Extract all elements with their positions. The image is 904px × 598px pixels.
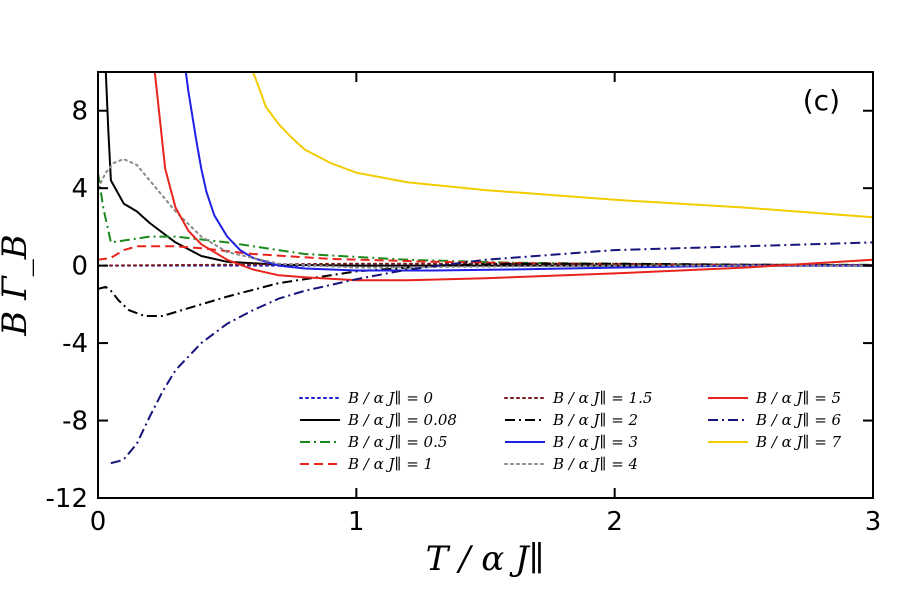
y-tick-label: -4 <box>62 329 88 359</box>
legend-entry: B / α J∥ = 1.5 <box>504 389 652 407</box>
legend-label: B / α J∥ = 5 <box>755 389 841 407</box>
series-line-8 <box>153 72 873 282</box>
series-line-5 <box>98 262 873 317</box>
legend-label: B / α J∥ = 1.5 <box>552 389 652 407</box>
x-axis-label: T / α J∥ <box>426 539 545 579</box>
series-line-6 <box>184 72 873 272</box>
x-tick-label: 0 <box>90 507 107 537</box>
legend-label: B / α J∥ = 0.08 <box>347 411 457 429</box>
legend: B / α J∥ = 0 B / α J∥ = 0.08 B / α J∥ = 0.… <box>299 389 842 473</box>
legend-entry: B / α J∥ = 1 <box>300 455 433 473</box>
series-line-10 <box>252 72 873 219</box>
legend-entry: B / α J∥ = 5 <box>708 389 841 407</box>
legend-label: B / α J∥ = 2 <box>552 411 638 429</box>
legend-entry: B / α J∥ = 0.08 <box>300 411 457 429</box>
legend-label: B / α J∥ = 7 <box>755 433 842 451</box>
legend-label: B / α J∥ = 6 <box>755 411 842 429</box>
plot-frame <box>97 71 874 499</box>
y-axis-label: B Γ_B <box>0 234 35 336</box>
ticks-layer: 0 1 2 3 -12 -8 -4 0 4 8 <box>46 72 882 537</box>
x-tick-label: 2 <box>606 507 623 537</box>
x-tick-label: 3 <box>865 507 882 537</box>
y-tick-label: -8 <box>62 407 88 437</box>
legend-entry: B / α J∥ = 4 <box>504 455 638 473</box>
y-tick-label: 8 <box>71 97 88 127</box>
legend-label: B / α J∥ = 0.5 <box>347 433 447 451</box>
y-tick-label: -12 <box>46 484 88 514</box>
legend-entry: B / α J∥ = 0.5 <box>300 433 447 451</box>
legend-label: B / α J∥ = 1 <box>347 455 433 473</box>
series-line-1 <box>104 72 873 267</box>
legend-label: B / α J∥ = 0 <box>347 389 434 407</box>
panel-label: (c) <box>803 84 840 117</box>
legend-entry: B / α J∥ = 2 <box>505 411 638 429</box>
series-line-7 <box>98 158 873 269</box>
legend-entry: B / α J∥ = 3 <box>505 433 638 451</box>
legend-entry: B / α J∥ = 7 <box>708 433 842 451</box>
series-line-9 <box>110 241 873 465</box>
x-tick-label: 1 <box>348 507 365 537</box>
series-layer <box>98 72 873 465</box>
legend-label: B / α J∥ = 4 <box>552 455 638 473</box>
series-line-2 <box>98 172 873 266</box>
legend-entry: B / α J∥ = 6 <box>708 411 842 429</box>
legend-entry: B / α J∥ = 0 <box>299 389 434 407</box>
y-tick-label: 0 <box>71 252 88 282</box>
y-tick-label: 4 <box>71 174 88 204</box>
legend-label: B / α J∥ = 3 <box>552 433 638 451</box>
